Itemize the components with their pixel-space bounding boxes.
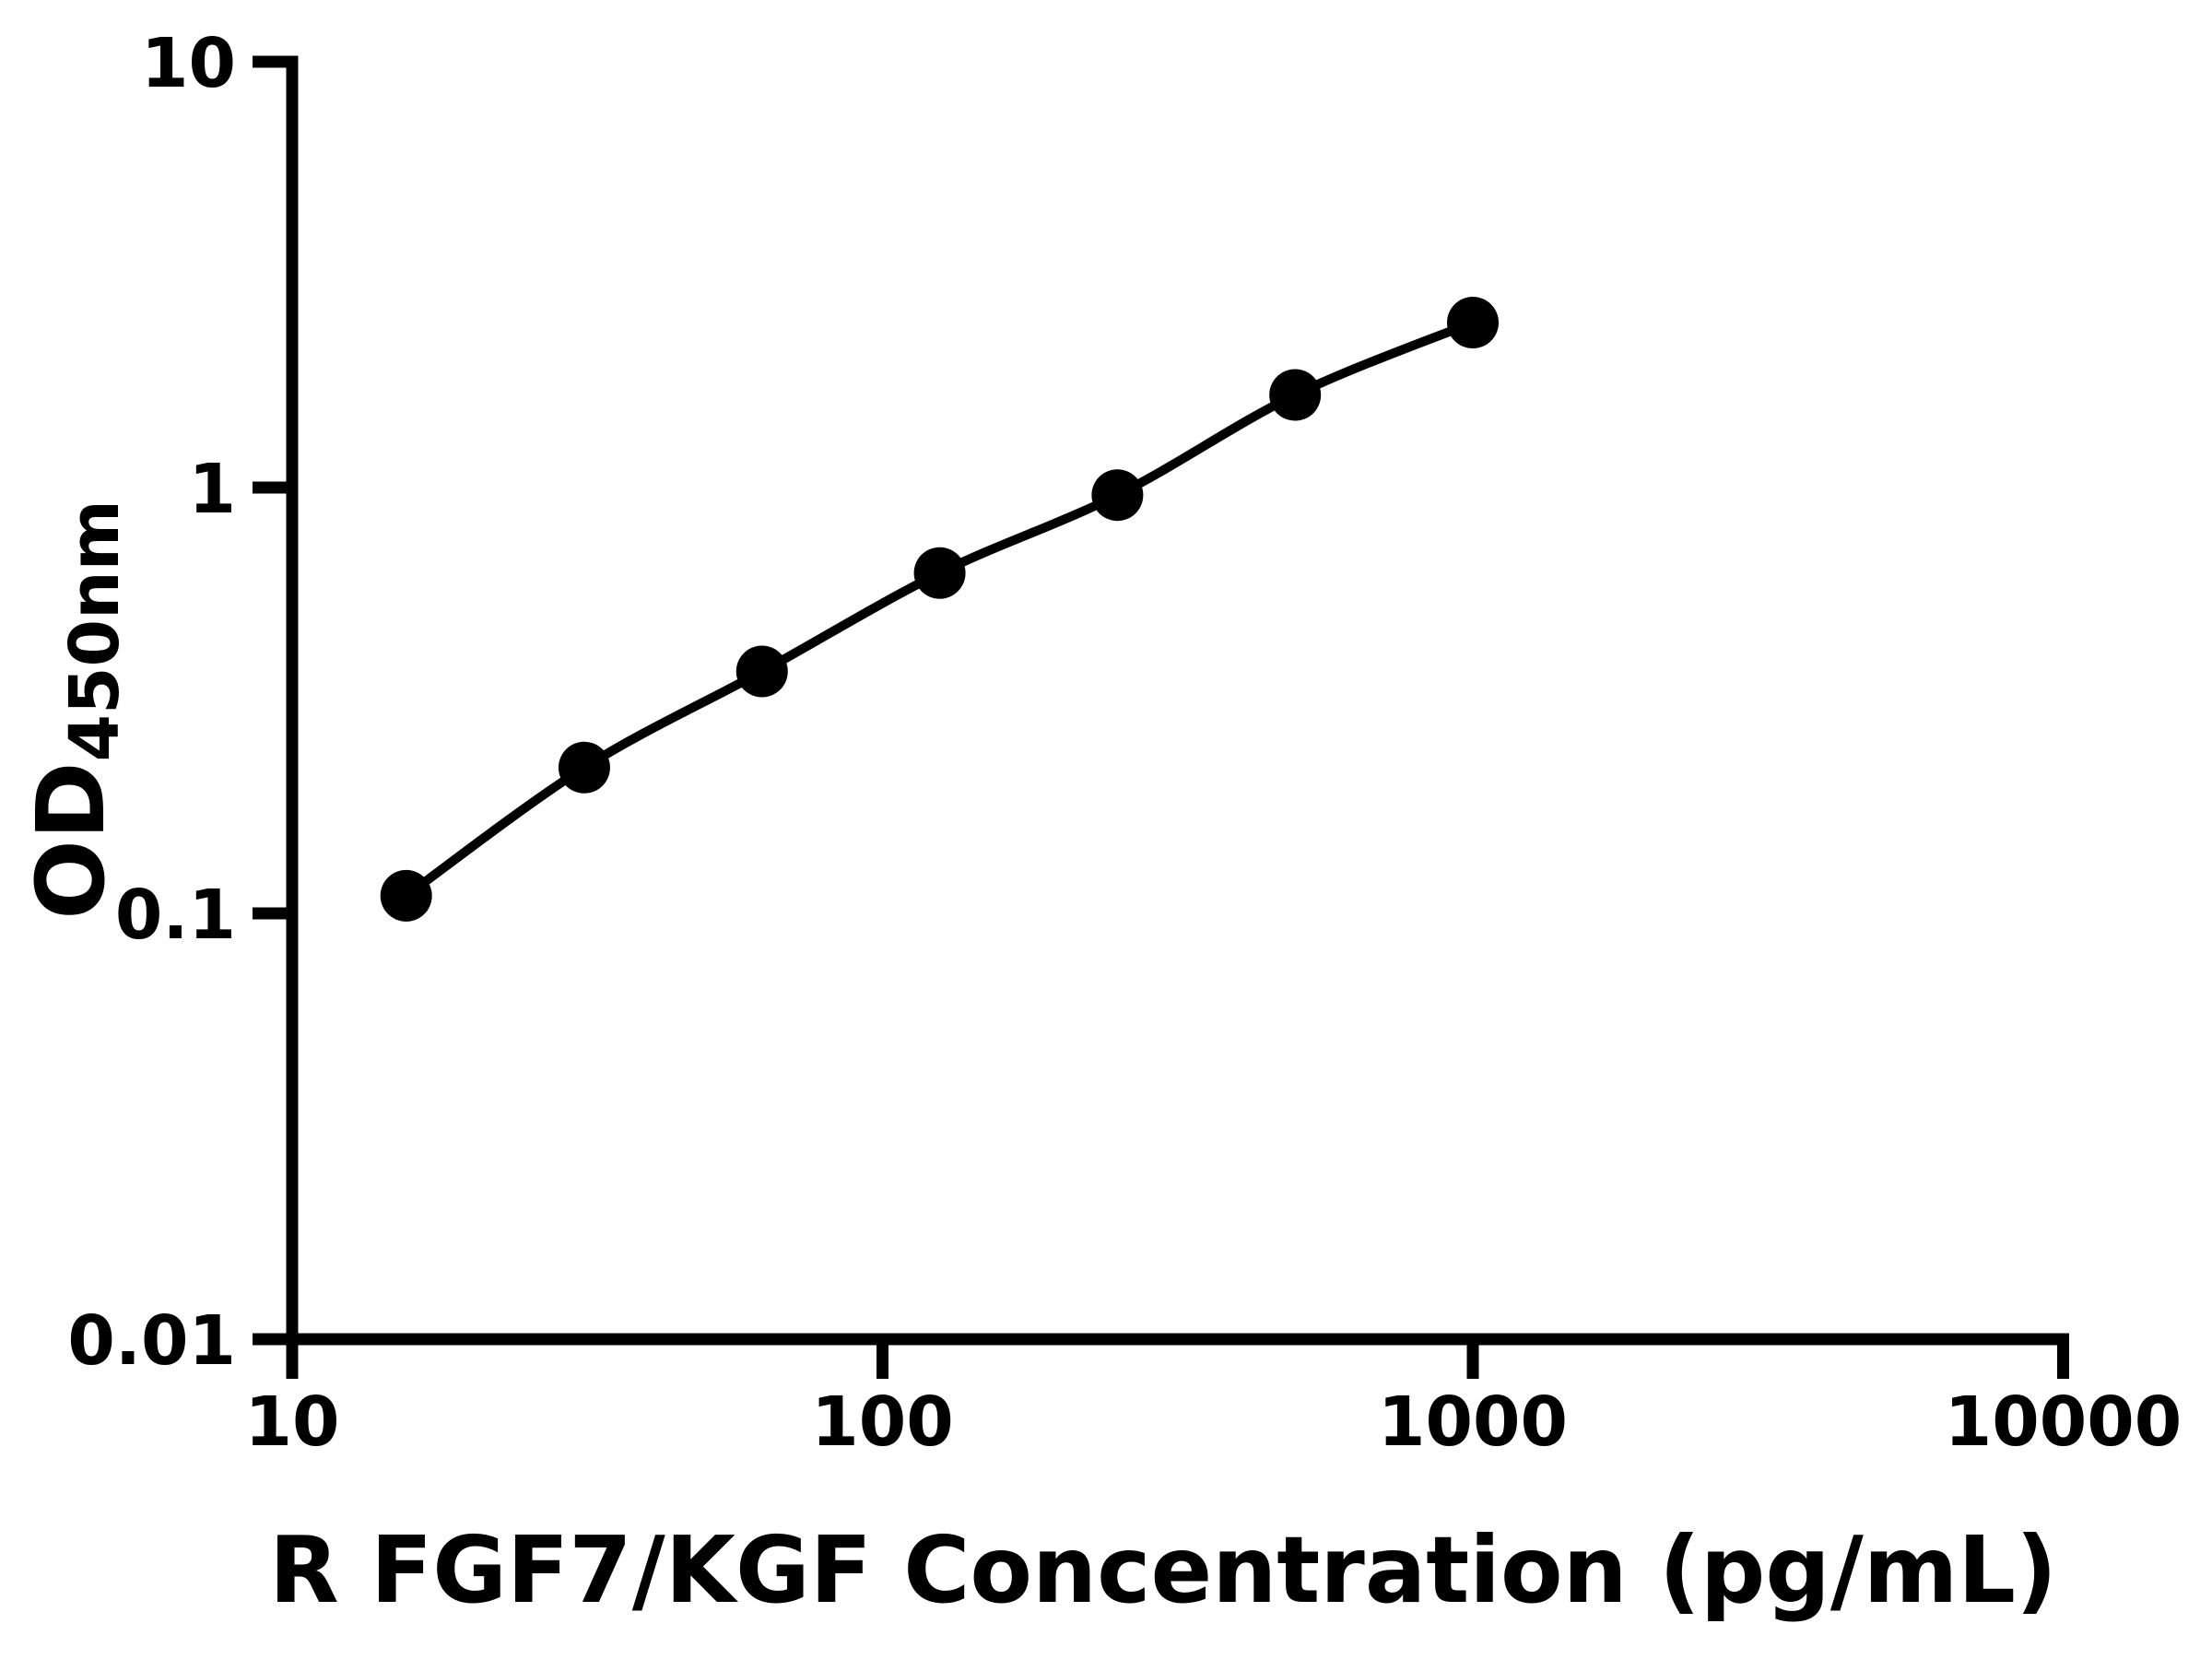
x-axis-title: R FGF7/KGF Concentration (pg/mL) — [269, 1516, 2057, 1624]
y-tick-label: 0.01 — [67, 1301, 236, 1381]
data-point-marker — [1447, 297, 1499, 349]
data-point-marker — [1269, 369, 1322, 421]
data-point-marker — [380, 869, 432, 922]
data-point-marker — [735, 645, 788, 698]
x-tick-label: 100 — [811, 1382, 953, 1462]
data-point-marker — [1091, 469, 1144, 522]
y-tick-marks — [253, 55, 292, 1346]
data-point-marker — [913, 547, 966, 599]
data-point-marker — [558, 741, 610, 794]
y-tick-label: 10 — [141, 24, 236, 103]
x-tick-marks — [286, 1339, 2069, 1379]
x-tick-label: 10000 — [1945, 1382, 2182, 1462]
x-tick-label: 10 — [245, 1382, 340, 1462]
y-axis-title: OD450nm — [17, 500, 135, 920]
y-tick-label: 0.1 — [115, 876, 236, 955]
y-tick-label: 1 — [189, 450, 237, 529]
x-tick-label: 1000 — [1378, 1382, 1568, 1462]
